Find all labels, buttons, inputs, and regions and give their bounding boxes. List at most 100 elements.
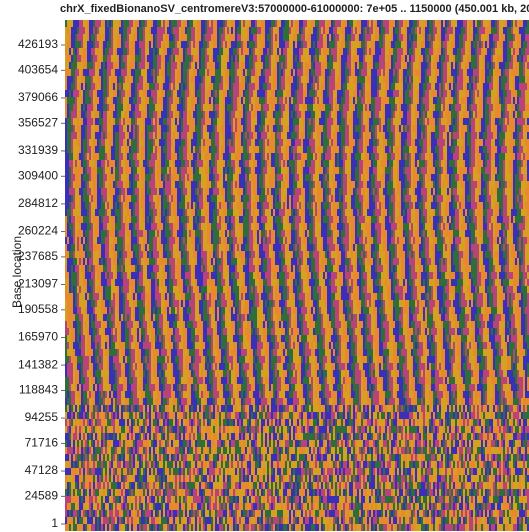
texture-cell — [91, 104, 93, 111]
texture-cell — [483, 20, 485, 27]
texture-cell — [507, 69, 509, 76]
texture-cell — [359, 111, 361, 118]
texture-cell — [473, 132, 475, 139]
texture-cell — [297, 62, 299, 69]
texture-cell — [405, 83, 407, 90]
texture-cell — [189, 160, 191, 167]
texture-cell — [433, 139, 435, 146]
texture-cell — [151, 83, 153, 90]
texture-cell — [261, 20, 263, 27]
texture-cell — [169, 27, 171, 34]
texture-cell — [175, 104, 177, 111]
texture-cell — [199, 62, 201, 69]
texture-cell — [481, 76, 483, 83]
texture-cell — [291, 27, 293, 34]
texture-cell — [199, 34, 201, 41]
texture-cell — [295, 20, 297, 27]
texture-cell — [81, 132, 83, 139]
texture-cell — [395, 97, 397, 104]
texture-cell — [219, 160, 221, 167]
texture-cell — [225, 153, 227, 160]
texture-cell — [73, 104, 75, 111]
texture-cell — [453, 62, 455, 69]
texture-cell — [201, 48, 203, 55]
texture-cell — [195, 132, 197, 139]
texture-cell — [275, 20, 277, 27]
texture-cell — [505, 20, 507, 27]
texture-cell — [387, 90, 389, 97]
texture-cell — [335, 146, 337, 153]
texture-cell — [225, 104, 227, 111]
texture-cell — [115, 48, 117, 55]
texture-cell — [443, 118, 445, 125]
texture-cell — [523, 62, 525, 69]
texture-cell — [293, 62, 295, 69]
texture-cell — [219, 146, 221, 153]
texture-cell — [365, 160, 367, 167]
texture-cell — [421, 62, 423, 69]
texture-cell — [515, 139, 517, 146]
texture-cell — [499, 104, 501, 111]
texture-cell — [411, 34, 413, 41]
texture-cell — [461, 125, 463, 132]
texture-cell — [327, 118, 329, 125]
texture-cell — [445, 34, 447, 41]
texture-cell — [319, 90, 321, 97]
texture-cell — [97, 76, 99, 83]
texture-cell — [505, 34, 507, 41]
texture-cell — [135, 153, 137, 160]
texture-cell — [403, 55, 405, 62]
texture-cell — [147, 111, 149, 118]
texture-cell — [313, 69, 315, 76]
texture-cell — [347, 111, 349, 118]
texture-cell — [239, 90, 241, 97]
texture-cell — [285, 104, 287, 111]
texture-cell — [393, 90, 395, 97]
texture-cell — [319, 139, 321, 146]
texture-cell — [199, 48, 201, 55]
texture-cell — [97, 48, 99, 55]
texture-cell — [215, 167, 217, 174]
texture-cell — [421, 27, 423, 34]
texture-cell — [251, 83, 253, 90]
texture-cell — [443, 48, 445, 55]
texture-cell — [477, 20, 479, 27]
texture-cell — [381, 97, 383, 104]
texture-cell — [127, 76, 129, 83]
texture-cell — [265, 34, 267, 41]
texture-cell — [97, 160, 99, 167]
texture-cell — [241, 76, 243, 83]
texture-cell — [449, 104, 451, 111]
texture-cell — [229, 125, 231, 132]
texture-cell — [495, 20, 497, 27]
texture-cell — [139, 132, 141, 139]
texture-cell — [243, 27, 245, 34]
texture-cell — [507, 34, 509, 41]
texture-cell — [85, 69, 87, 76]
texture-cell — [337, 83, 339, 90]
texture-cell — [239, 69, 241, 76]
texture-cell — [477, 97, 479, 104]
texture-cell — [315, 69, 317, 76]
texture-cell — [169, 90, 171, 97]
texture-cell — [339, 160, 341, 167]
texture-cell — [123, 76, 125, 83]
texture-cell — [277, 97, 279, 104]
texture-cell — [381, 153, 383, 160]
texture-cell — [517, 160, 519, 167]
texture-cell — [493, 90, 495, 97]
texture-cell — [135, 132, 137, 139]
texture-cell — [219, 139, 221, 146]
texture-cell — [153, 90, 155, 97]
texture-cell — [429, 153, 431, 160]
texture-cell — [279, 132, 281, 139]
texture-cell — [101, 62, 103, 69]
texture-cell — [281, 167, 283, 174]
texture-cell — [99, 27, 101, 34]
texture-cell — [121, 146, 123, 153]
texture-cell — [407, 139, 409, 146]
texture-cell — [435, 104, 437, 111]
texture-cell — [131, 62, 133, 69]
texture-cell — [321, 76, 323, 83]
texture-cell — [259, 160, 261, 167]
